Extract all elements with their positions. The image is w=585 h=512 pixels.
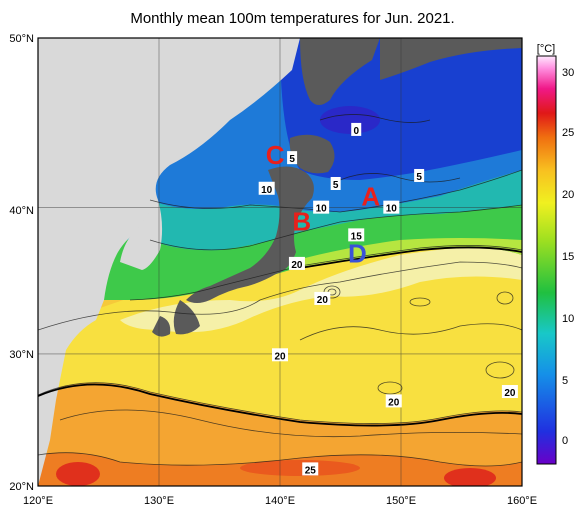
x-tick-label: 120°E	[23, 495, 53, 507]
y-tick-label: 20°N	[9, 481, 34, 493]
contour-label: 25	[302, 462, 319, 476]
contour-label: 20	[272, 348, 288, 362]
svg-text:10: 10	[261, 185, 273, 196]
colorbar-tick-label: 15	[562, 251, 574, 263]
contour-label: 20	[314, 291, 331, 306]
svg-text:5: 5	[289, 154, 295, 165]
y-tick-label: 50°N	[9, 33, 34, 45]
contour-label: 5	[414, 168, 425, 183]
contour-label: 20	[385, 394, 402, 408]
location-marker-b: B	[292, 207, 311, 237]
plot-frame	[37, 37, 523, 487]
svg-text:0: 0	[353, 126, 359, 137]
colorbar-tick-label: 0	[562, 435, 568, 447]
contour-labels: 0 5 5 5 10 10 10 15 20 20 20 20 20 25	[258, 122, 518, 476]
svg-text:10: 10	[316, 204, 328, 215]
svg-text:5: 5	[333, 180, 339, 191]
location-marker-c: C	[266, 140, 285, 170]
svg-text:15: 15	[351, 231, 363, 242]
location-markers: A B C D	[266, 140, 381, 269]
y-tick-label: 30°N	[9, 349, 34, 361]
colorbar-ticks: 30 25 20 15 10 5 0	[562, 67, 574, 447]
colorbar-tick-label: 30	[562, 67, 574, 79]
contour-label: 0	[351, 122, 362, 137]
location-marker-a: A	[361, 182, 380, 212]
svg-text:20: 20	[317, 295, 329, 306]
grid-lines	[38, 38, 522, 486]
x-axis-ticks: 120°E 130°E 140°E 150°E 160°E	[23, 495, 537, 507]
x-tick-label: 160°E	[507, 495, 537, 507]
svg-text:20: 20	[274, 351, 286, 362]
contour-label: 20	[288, 256, 305, 271]
colorbar-unit-label: [°C]	[537, 43, 555, 55]
svg-text:10: 10	[386, 204, 398, 215]
colorbar-tick-label: 20	[562, 189, 574, 201]
contour-label: 15	[348, 228, 365, 242]
contour-label: 20	[501, 385, 518, 399]
contour-label: 10	[258, 181, 275, 196]
y-axis-ticks: 50°N 40°N 30°N 20°N	[9, 33, 34, 493]
colorbar-tick-label: 10	[562, 313, 574, 325]
contour-label: 10	[383, 200, 400, 215]
colorbar	[536, 55, 557, 465]
y-tick-label: 40°N	[9, 205, 34, 217]
contour-label: 5	[287, 151, 298, 165]
location-marker-d: D	[348, 238, 367, 268]
svg-text:25: 25	[305, 465, 317, 476]
map-title: Monthly mean 100m temperatures for Jun. …	[130, 10, 455, 27]
colorbar-tick-label: 5	[562, 375, 568, 387]
x-tick-label: 140°E	[265, 495, 295, 507]
colorbar-tick-label: 25	[562, 127, 574, 139]
x-tick-label: 150°E	[386, 495, 416, 507]
svg-text:20: 20	[504, 388, 516, 399]
svg-text:5: 5	[416, 172, 422, 183]
contour-label: 10	[313, 200, 330, 215]
x-tick-label: 130°E	[144, 495, 174, 507]
contour-label: 5	[330, 176, 341, 191]
svg-text:20: 20	[388, 397, 400, 408]
svg-text:20: 20	[291, 260, 303, 271]
